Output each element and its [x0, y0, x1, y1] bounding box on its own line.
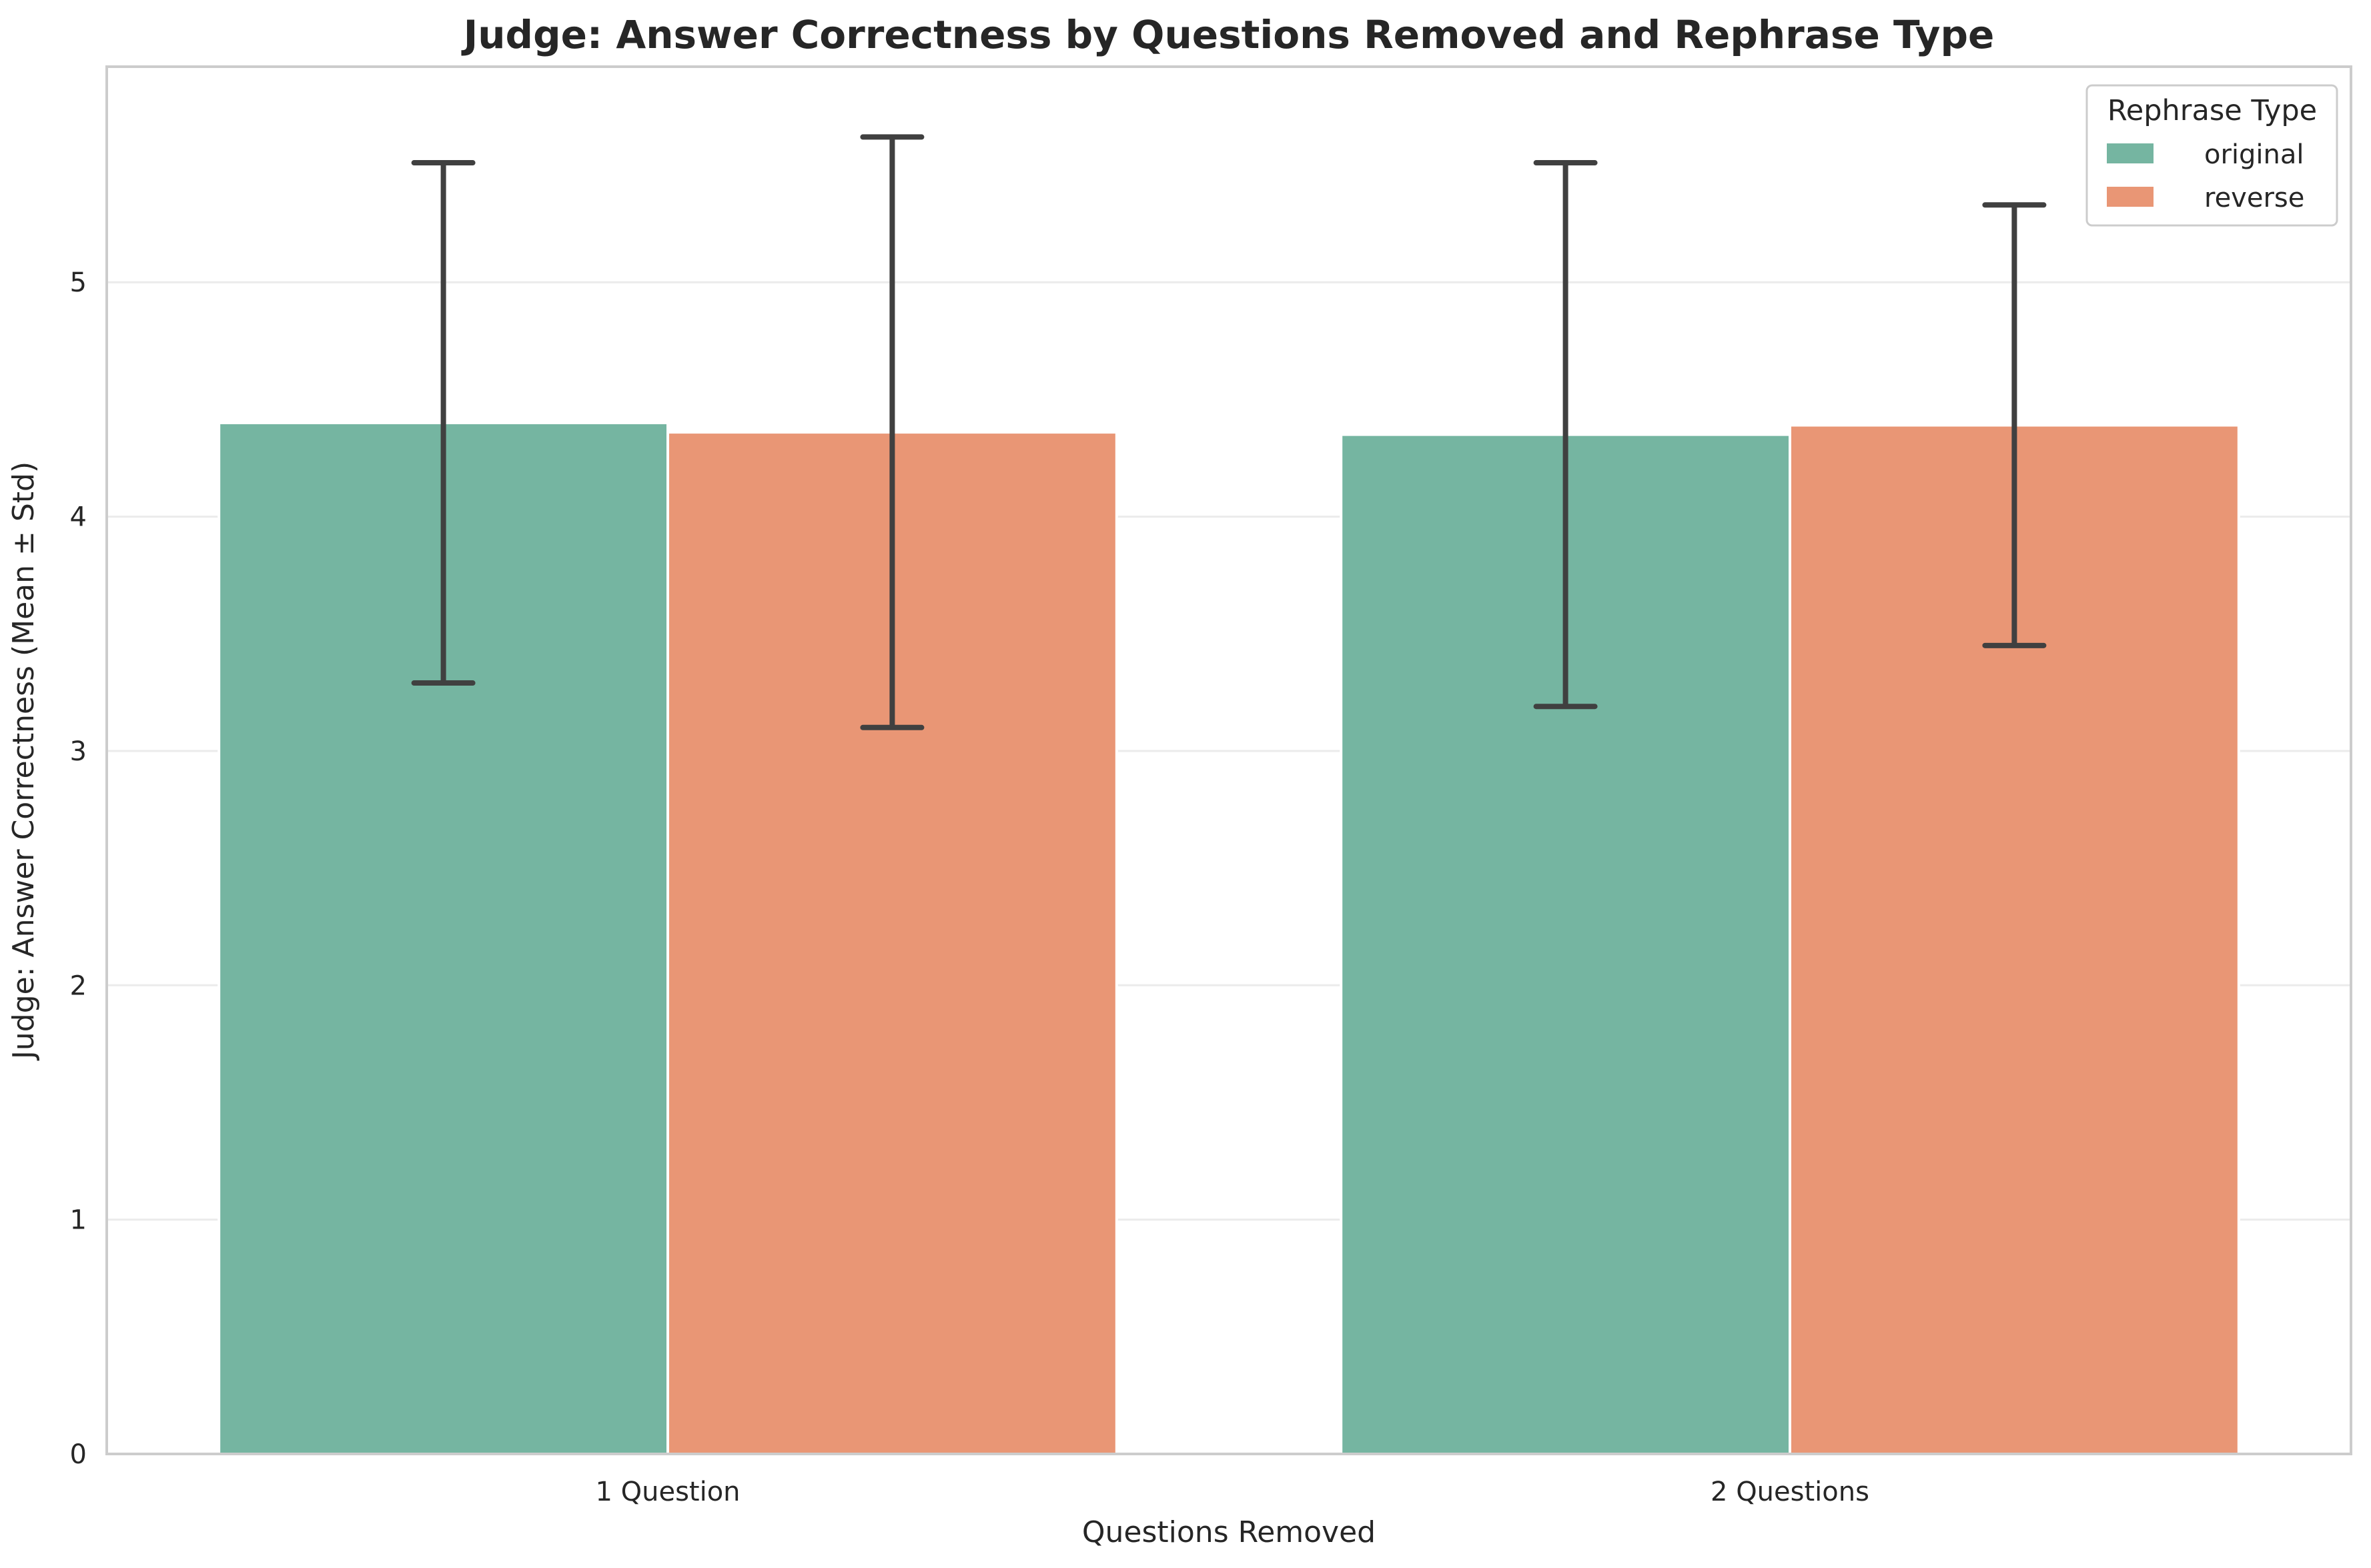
y-tick-label: 5 [70, 267, 87, 298]
y-tick-label: 2 [70, 970, 87, 1001]
legend-label-reverse: reverse [2204, 183, 2304, 213]
legend-label-original: original [2204, 139, 2304, 170]
error-bar-original-2 [1533, 160, 1598, 710]
error-bar-original-1 [411, 160, 476, 686]
x-axis-ticks: 1 Question 2 Questions [595, 1477, 1869, 1507]
y-tick-label: 3 [70, 736, 87, 767]
legend: Rephrase Type original reverse [2085, 84, 2338, 227]
error-bars [411, 134, 2047, 730]
y-axis-label: Judge: Answer Correctness (Mean ± Std) [7, 462, 41, 1061]
y-tick-label: 0 [70, 1439, 87, 1470]
error-bar-reverse-2 [1982, 202, 2047, 648]
x-tick-label: 2 Questions [1711, 1477, 1869, 1507]
legend-swatch-original [2107, 143, 2154, 163]
y-axis-ticks: 0 1 2 3 4 5 [70, 267, 87, 1470]
legend-title: Rephrase Type [2107, 94, 2317, 127]
plot-frame [105, 65, 2352, 1455]
error-bar-reverse-1 [860, 134, 925, 730]
x-axis-label: Questions Removed [1082, 1515, 1376, 1549]
x-tick-label: 1 Question [595, 1477, 740, 1507]
plot-area [105, 65, 2352, 1456]
y-tick-label: 4 [70, 502, 87, 533]
chart-title: Judge: Answer Correctness by Questions R… [461, 12, 1995, 57]
y-tick-label: 1 [70, 1205, 87, 1236]
legend-swatch-reverse [2107, 187, 2154, 207]
